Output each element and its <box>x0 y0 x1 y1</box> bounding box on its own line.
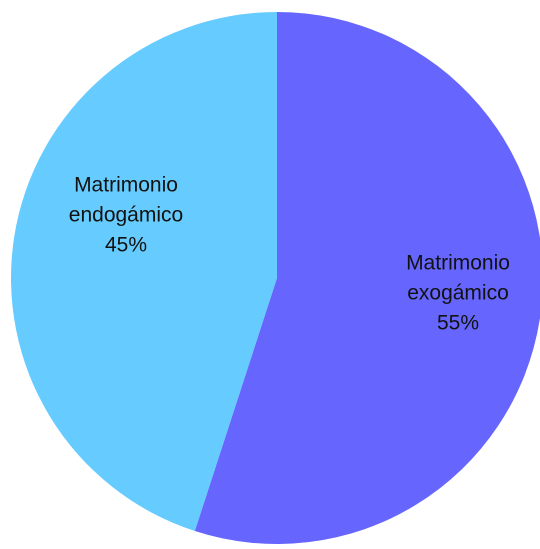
slice-percent-label: 55% <box>437 312 479 335</box>
slice-name-label: Matrimonio <box>406 252 510 275</box>
slice-name-label: exogámico <box>407 282 509 305</box>
slice-label-exogamico: Matrimonio exogámico 55% <box>406 252 510 335</box>
slices-layer <box>10 12 540 544</box>
slice-label-endogamico: Matrimonio endogámico 45% <box>69 174 183 257</box>
pie-slice-exogamico <box>194 12 540 544</box>
slice-name-label: endogámico <box>69 204 183 227</box>
labels-layer: Matrimonio exogámico 55% Matrimonio endogámi… <box>69 174 510 335</box>
slice-percent-label: 45% <box>105 234 147 257</box>
pie-slice-endogamico <box>10 12 278 531</box>
slice-name-label: Matrimonio <box>74 174 178 197</box>
